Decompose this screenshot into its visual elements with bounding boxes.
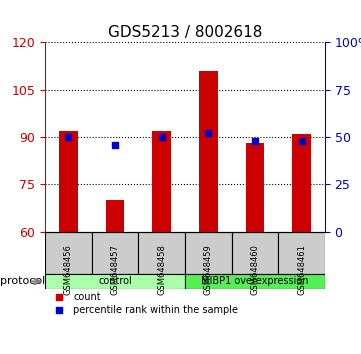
Point [159, 134, 165, 140]
Title: GDS5213 / 8002618: GDS5213 / 8002618 [108, 25, 262, 40]
FancyBboxPatch shape [185, 274, 325, 289]
Bar [292, 134, 311, 232]
Point [66, 134, 71, 140]
Text: GSM648458: GSM648458 [157, 245, 166, 296]
FancyBboxPatch shape [45, 232, 92, 274]
Point [299, 138, 304, 144]
Text: GSM648461: GSM648461 [297, 245, 306, 296]
FancyBboxPatch shape [45, 274, 185, 289]
Text: GSM648457: GSM648457 [110, 245, 119, 296]
Text: GSM648459: GSM648459 [204, 245, 213, 295]
FancyBboxPatch shape [232, 232, 278, 274]
Bar [245, 143, 264, 232]
FancyBboxPatch shape [92, 232, 138, 274]
Text: count: count [73, 291, 101, 302]
FancyBboxPatch shape [278, 232, 325, 274]
Text: GSM648460: GSM648460 [251, 245, 260, 296]
Bar [152, 131, 171, 232]
Text: GSM648456: GSM648456 [64, 245, 73, 296]
Text: control: control [98, 276, 132, 286]
Point [252, 138, 258, 144]
Text: percentile rank within the sample: percentile rank within the sample [73, 305, 238, 315]
Point [205, 131, 211, 136]
Text: MIBP1 overexpression: MIBP1 overexpression [201, 276, 309, 286]
FancyBboxPatch shape [138, 232, 185, 274]
Bar [199, 71, 218, 232]
Point [56, 294, 62, 299]
Bar [106, 200, 125, 232]
Point [112, 142, 118, 148]
FancyBboxPatch shape [185, 232, 232, 274]
Text: protocol: protocol [0, 276, 45, 286]
Point [56, 307, 62, 313]
Bar [59, 131, 78, 232]
